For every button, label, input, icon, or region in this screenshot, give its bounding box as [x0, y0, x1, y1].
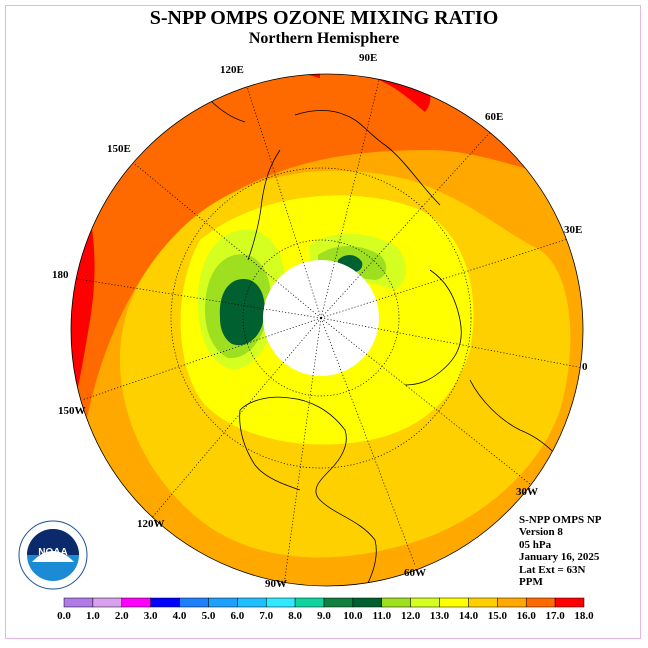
lon-label-180: 180 [52, 269, 69, 281]
contour-16-17-ne [360, 74, 431, 112]
meridian-120w [149, 317, 322, 521]
globe-border [70, 73, 584, 587]
colorbar-swatch [265, 597, 296, 608]
info-pressure-level: 05 hPa [519, 538, 552, 551]
colorbar-tick-label: 15.0 [488, 610, 508, 622]
colorbar: 0.0 1.0 2.0 3.0 4.0 5.0 6.0 7.0 8.0 9.0 10.0 11.0 12… [57, 597, 594, 622]
info-unit: PPM [519, 576, 543, 589]
colorbar-tick-label: 12.0 [401, 610, 421, 622]
colorbar-tick-label: 18.0 [574, 610, 594, 622]
contour-15-16 [71, 74, 583, 460]
lon-label-0: 0 [582, 361, 588, 373]
colorbar-swatch [381, 597, 411, 608]
colorbar-tick-label: 17.0 [545, 610, 565, 622]
meridian-150w [81, 317, 322, 401]
colorbar-tick-label: 7.0 [259, 610, 273, 622]
colorbar-swatch [237, 597, 267, 608]
lon-label-60e: 60E [485, 111, 503, 123]
info-version: Version 8 [519, 526, 563, 539]
colorbar-tick-label: 2.0 [115, 610, 129, 622]
meridian-30e [320, 237, 572, 319]
lon-label-120e: 120E [220, 64, 244, 76]
noaa-logo: NOAA [18, 520, 88, 590]
colorbar-swatch [179, 597, 209, 608]
lon-label-150w: 150W [58, 405, 86, 417]
product-info: S-NPP OMPS NP Version 8 05 hPa January 1… [519, 514, 602, 588]
lon-label-150e: 150E [107, 143, 131, 155]
colorbar-tick-label: 6.0 [230, 610, 244, 622]
colorbar-swatch [63, 597, 94, 608]
colorbar-swatch [121, 597, 151, 608]
colorbar-swatch [497, 597, 527, 608]
colorbar-swatch [439, 597, 469, 608]
lon-label-90e: 90E [359, 52, 377, 64]
colorbar-tick-label: 11.0 [372, 610, 391, 622]
colorbar-tick-label: 4.0 [173, 610, 187, 622]
colorbar-swatch [92, 597, 123, 608]
meridian-60w [320, 317, 416, 566]
info-lat-extent: Lat Ext = 63N [519, 563, 586, 576]
longitude-labels: 90E 60E 30E 0 30W 60W 90W 120W 150W 180 … [52, 52, 588, 590]
info-date: January 16, 2025 [519, 551, 600, 564]
colorbar-tick-label: 0.0 [57, 610, 71, 622]
colorbar-tick-label: 3.0 [144, 610, 158, 622]
colorbar-tick-label: 9.0 [317, 610, 331, 622]
colorbar-tick-label: 14.0 [459, 610, 479, 622]
colorbar-swatch [525, 597, 556, 608]
parallel-30n [170, 167, 472, 469]
graticule [71, 75, 583, 586]
colorbar-swatch [323, 597, 354, 608]
coastlines [209, 99, 581, 586]
colorbar-swatch [468, 597, 498, 608]
lon-label-30e: 30E [564, 224, 582, 236]
figure-frame [5, 5, 641, 639]
colorbar-swatch [554, 597, 585, 608]
info-instrument: S-NPP OMPS NP [519, 514, 602, 526]
lon-label-120w: 120W [137, 518, 165, 530]
meridian-60e [320, 127, 495, 319]
colorbar-tick-label: 1.0 [86, 610, 100, 622]
meridian-120e [244, 79, 322, 319]
colorbar-tick-label: 13.0 [430, 610, 450, 622]
colorbar-swatch [294, 597, 325, 608]
colorbar-swatch [208, 597, 238, 608]
colorbar-tick-label: 5.0 [202, 610, 216, 622]
colorbar-tick-label: 10.0 [343, 610, 363, 622]
page-title: S-NPP OMPS OZONE MIXING RATIO [149, 7, 499, 29]
meridian-90w [283, 317, 322, 586]
lon-label-60w: 60W [404, 567, 426, 579]
parallel-60n [242, 239, 400, 397]
colorbar-swatch [150, 597, 180, 608]
page-subtitle: Northern Hemisphere [248, 30, 400, 47]
lon-label-30w: 30W [516, 486, 538, 498]
colorbar-tick-label: 8.0 [288, 610, 302, 622]
colorbar-swatch [352, 597, 383, 608]
meridian-180 [71, 277, 322, 319]
logo-text: NOAA [38, 547, 67, 558]
colorbar-swatch [410, 597, 440, 608]
contour-9-10-w [219, 279, 265, 346]
colorbar-tick-label: 16.0 [517, 610, 537, 622]
lon-label-90w: 90W [265, 578, 287, 590]
